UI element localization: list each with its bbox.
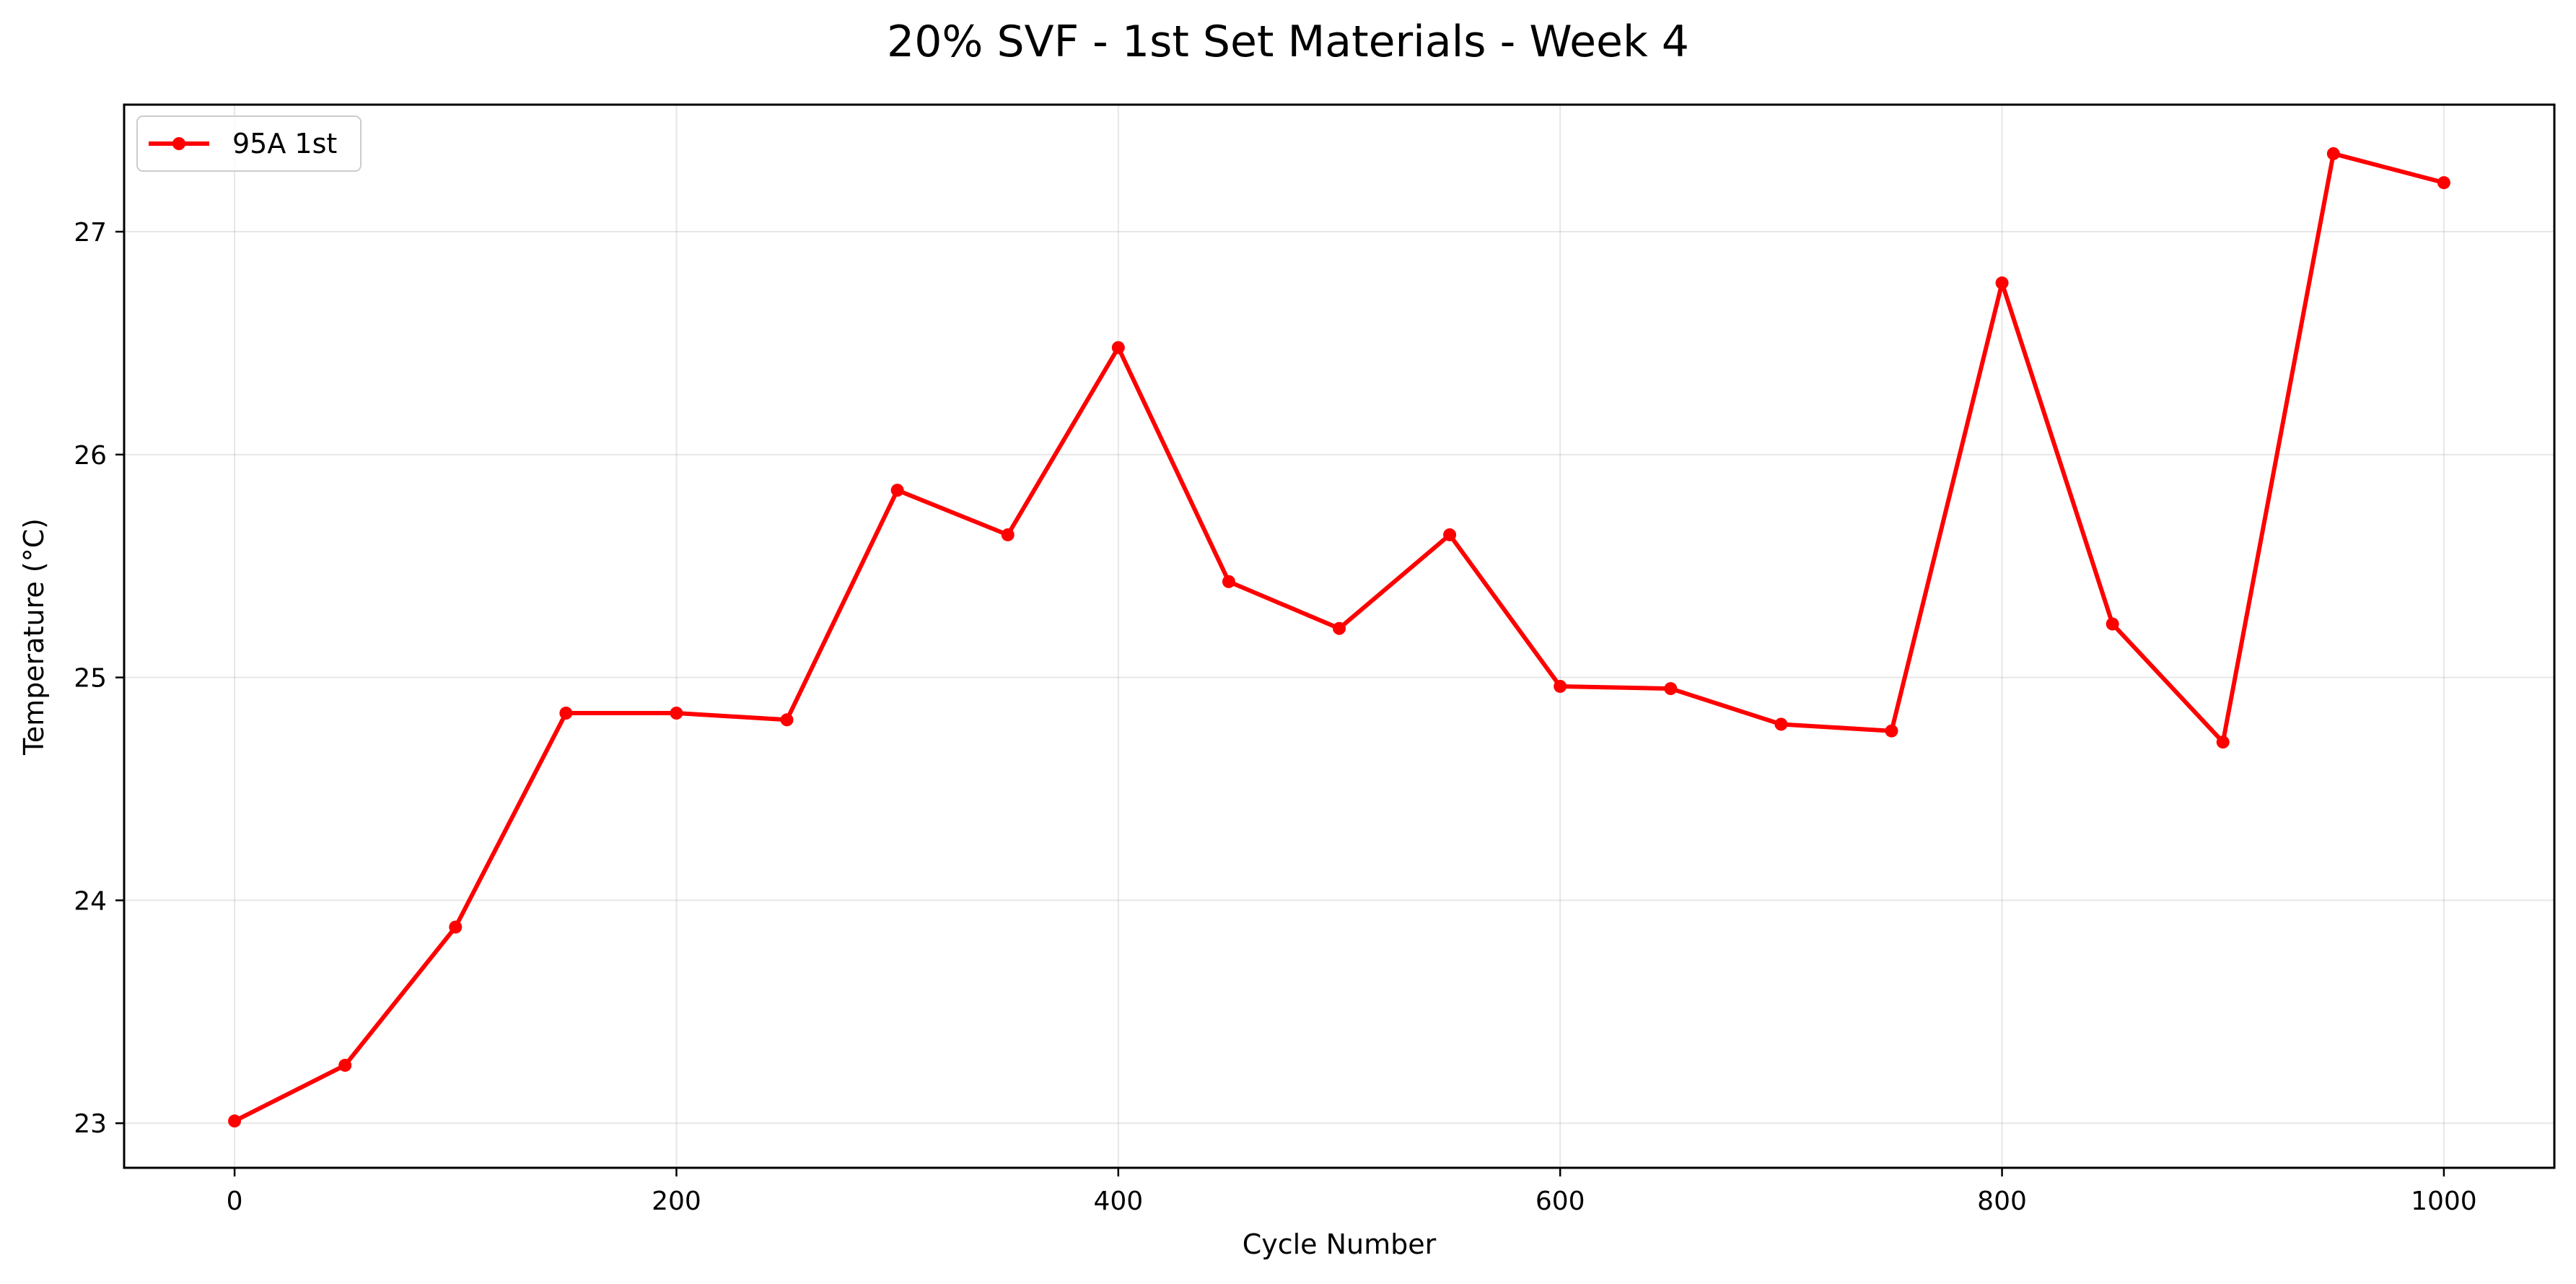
y-tick-label: 24: [74, 886, 107, 916]
x-tick-label: 0: [227, 1187, 243, 1216]
data-point: [1554, 679, 1567, 693]
data-point: [1664, 682, 1678, 696]
data-point: [338, 1058, 352, 1072]
y-tick-label: 25: [74, 664, 107, 694]
grid-lines: [124, 105, 2554, 1168]
x-tick-label: 800: [1977, 1187, 2027, 1216]
x-tick-label: 1000: [2411, 1187, 2477, 1216]
chart-title: 20% SVF - 1st Set Materials - Week 4: [887, 17, 1689, 67]
data-point: [1111, 341, 1125, 354]
y-axis-label: Temperature (°C): [18, 518, 50, 756]
data-point: [1885, 724, 1898, 738]
data-point: [1995, 276, 2009, 290]
x-tick-label: 600: [1535, 1187, 1585, 1216]
axis-ticks: 0 200 400 600 800 1000 23 24 25 26 27: [74, 218, 2477, 1216]
series-line: [232, 151, 2446, 1124]
data-point: [1222, 575, 1235, 588]
data-point: [2437, 176, 2450, 190]
x-axis-label: Cycle Number: [1243, 1228, 1437, 1260]
y-tick-label: 23: [74, 1109, 107, 1139]
y-tick-label: 27: [74, 218, 107, 248]
data-point: [1443, 528, 1457, 541]
series-layer: [228, 147, 2450, 1128]
data-point: [559, 707, 573, 720]
legend-entry-label: 95A 1st: [232, 128, 337, 160]
y-tick-label: 26: [74, 441, 107, 471]
legend-box: [136, 115, 362, 172]
data-point: [1001, 528, 1015, 541]
data-point: [2216, 735, 2230, 749]
data-point: [1333, 621, 1346, 635]
data-point: [670, 707, 683, 720]
data-point: [890, 484, 904, 497]
data-point: [2106, 617, 2119, 631]
data-point: [780, 713, 794, 727]
data-point: [449, 920, 463, 934]
data-point: [2326, 147, 2340, 160]
plot-area-frame: [123, 103, 2556, 1169]
x-tick-label: 200: [652, 1187, 701, 1216]
legend: 95A 1st: [136, 115, 362, 172]
x-tick-label: 400: [1093, 1187, 1143, 1216]
legend-marker-swatch: [172, 137, 185, 150]
data-point: [1774, 717, 1788, 731]
data-point: [228, 1114, 242, 1128]
